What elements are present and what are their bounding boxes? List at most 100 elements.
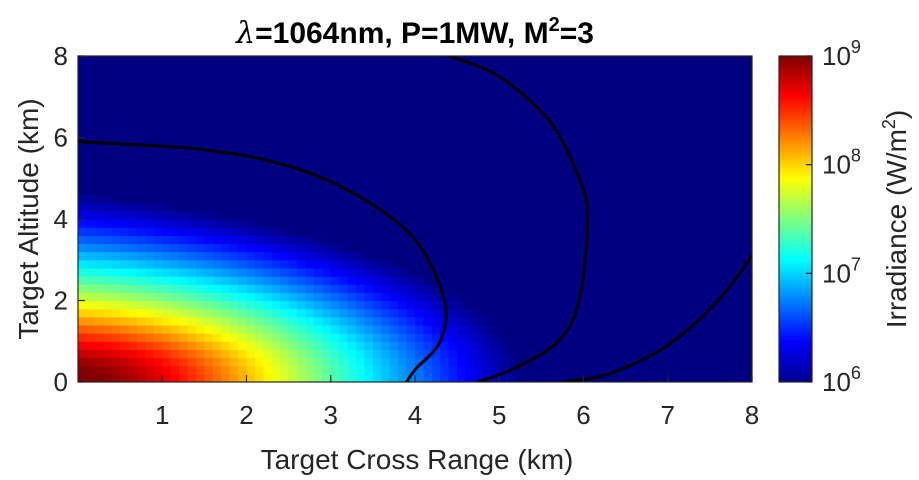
heatmap-cell (246, 88, 256, 98)
heatmap-cell (187, 365, 197, 375)
heatmap-cell (313, 88, 323, 98)
heatmap-cell (381, 80, 391, 90)
heatmap-cell (246, 235, 256, 245)
heatmap-cell (423, 219, 433, 228)
heatmap-cell (457, 178, 467, 187)
heatmap-cell (212, 137, 222, 147)
heatmap-cell (406, 308, 416, 318)
heatmap-cell (297, 235, 307, 245)
heatmap-cell (322, 121, 332, 130)
heatmap-cell (254, 333, 264, 342)
heatmap-cell (347, 121, 357, 130)
heatmap-cell (718, 219, 728, 228)
heatmap-cell (322, 96, 332, 106)
heatmap-cell (743, 243, 752, 253)
heatmap-cell (558, 292, 568, 302)
heatmap-cell (356, 161, 366, 171)
heatmap-cell (600, 235, 610, 245)
heatmap-cell (684, 113, 694, 122)
heatmap-cell (364, 292, 374, 302)
heatmap-cell (659, 153, 669, 163)
heatmap-cell (305, 324, 315, 334)
heatmap-cell (398, 284, 408, 293)
heatmap-cell (263, 178, 273, 187)
heatmap-cell (591, 104, 601, 114)
heatmap-cell (398, 194, 408, 204)
heatmap-cell (566, 276, 576, 285)
heatmap-cell (204, 170, 214, 179)
heatmap-cell (524, 373, 534, 382)
heatmap-cell (473, 170, 484, 179)
heatmap-cell (389, 276, 399, 285)
heatmap-cell (347, 333, 357, 342)
heatmap-cell (153, 194, 163, 204)
heatmap-cell (499, 292, 509, 302)
heatmap-cell (120, 292, 130, 302)
heatmap-cell (524, 349, 534, 359)
heatmap-cell (642, 178, 652, 187)
heatmap-cell (634, 365, 644, 375)
heatmap-cell (398, 129, 408, 139)
heatmap-cell (229, 300, 239, 310)
heatmap-cell (499, 153, 509, 163)
heatmap-cell (187, 170, 197, 179)
heatmap-cell (650, 113, 660, 122)
heatmap-cell (330, 113, 340, 122)
heatmap-cell (558, 210, 568, 220)
heatmap-cell (625, 56, 635, 65)
heatmap-cell (726, 137, 736, 147)
heatmap-cell (204, 333, 214, 342)
heatmap-cell (516, 243, 526, 253)
heatmap-cell (549, 365, 559, 375)
heatmap-cell (726, 349, 736, 359)
heatmap-cell (78, 170, 88, 179)
heatmap-cell (743, 80, 752, 90)
heatmap-cell (246, 349, 256, 359)
heatmap-cell (271, 365, 281, 375)
heatmap-cell (221, 202, 231, 212)
heatmap-cell (415, 88, 425, 98)
heatmap-cell (575, 308, 585, 318)
heatmap-cell (634, 300, 644, 310)
heatmap-cell (575, 276, 585, 285)
heatmap-cell (103, 267, 113, 277)
heatmap-cell (153, 227, 163, 236)
heatmap-cell (229, 373, 239, 382)
heatmap-cell (128, 235, 138, 245)
heatmap-cell (701, 194, 711, 204)
heatmap-cell (94, 88, 104, 98)
heatmap-cell (701, 243, 711, 253)
heatmap-cell (490, 365, 500, 375)
heatmap-cell (229, 113, 239, 122)
heatmap-cell (440, 153, 450, 163)
heatmap-cell (524, 56, 534, 65)
heatmap-cell (490, 251, 500, 261)
heatmap-cell (473, 210, 484, 220)
heatmap-cell (128, 333, 138, 342)
heatmap-cell (280, 153, 290, 163)
heatmap-cell (280, 300, 290, 310)
heatmap-cell (693, 145, 703, 155)
heatmap-cell (735, 300, 745, 310)
heatmap-cell (566, 64, 576, 73)
heatmap-cell (372, 373, 382, 382)
heatmap-cell (499, 276, 509, 285)
heatmap-cell (187, 129, 197, 139)
heatmap-cell (516, 300, 526, 310)
heatmap-cell (398, 243, 408, 253)
heatmap-cell (406, 64, 416, 73)
heatmap-cell (431, 284, 441, 293)
heatmap-cell (684, 129, 694, 139)
heatmap-cell (94, 324, 104, 334)
x-axis-label: Target Cross Range (km) (261, 444, 574, 475)
heatmap-cell (659, 194, 669, 204)
heatmap-cell (229, 333, 239, 342)
heatmap-cell (111, 145, 121, 155)
heatmap-cell (111, 88, 121, 98)
heatmap-cell (735, 113, 745, 122)
heatmap-cell (305, 316, 315, 326)
heatmap-cell (263, 292, 273, 302)
heatmap-cell (431, 56, 441, 65)
heatmap-cell (322, 178, 332, 187)
heatmap-cell (415, 202, 425, 212)
